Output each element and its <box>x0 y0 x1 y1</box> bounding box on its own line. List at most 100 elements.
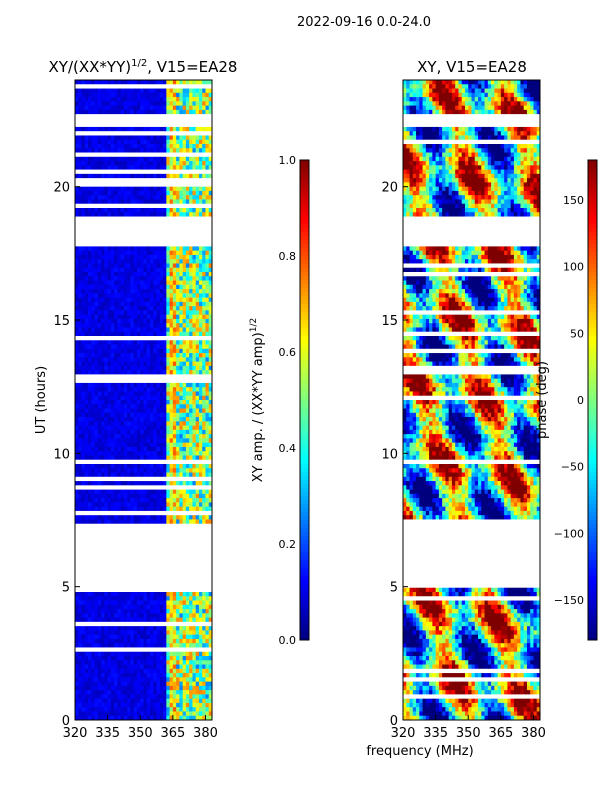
heatmap-cell <box>198 336 203 341</box>
heatmap-cell <box>84 280 89 286</box>
heatmap-cell <box>208 101 213 106</box>
heatmap-cell <box>169 165 174 170</box>
heatmap-cell <box>192 510 197 516</box>
heatmap-cell <box>153 306 157 311</box>
heatmap-cell <box>140 139 144 145</box>
heatmap-cell <box>94 536 99 542</box>
heatmap-cell <box>185 353 190 358</box>
heatmap-cell <box>185 254 190 260</box>
heatmap-cell <box>130 246 135 252</box>
heatmap-cell <box>136 442 141 448</box>
heatmap-cell <box>110 468 115 473</box>
heatmap-cell <box>182 306 187 311</box>
heatmap-cell <box>166 173 170 179</box>
heatmap-cell <box>163 161 167 166</box>
heatmap-cell <box>75 80 79 85</box>
heatmap-cell <box>91 515 95 520</box>
heatmap-cell <box>110 557 115 563</box>
heatmap-cell <box>192 387 197 392</box>
heatmap-cell <box>88 536 92 542</box>
heatmap-cell <box>198 84 203 89</box>
heatmap-cell <box>120 97 125 102</box>
heatmap-cell <box>198 186 203 192</box>
heatmap-cell <box>97 148 102 153</box>
heatmap-cell <box>133 562 138 567</box>
heatmap-cell <box>205 528 210 533</box>
heatmap-cell <box>101 327 105 333</box>
heatmap-cell <box>97 199 102 205</box>
heatmap-cell <box>146 229 151 234</box>
heatmap-cell <box>81 199 86 205</box>
heatmap-cell <box>110 186 115 192</box>
heatmap-cell <box>75 519 79 525</box>
heatmap-cell <box>91 310 95 316</box>
heatmap-cell <box>75 370 79 375</box>
heatmap-cell <box>143 476 148 482</box>
heatmap-cell <box>136 135 141 141</box>
heatmap-cell <box>123 502 128 508</box>
heatmap-cell <box>75 442 79 448</box>
heatmap-cell <box>114 528 118 533</box>
heatmap-cell <box>143 118 148 124</box>
heatmap-cell <box>88 574 92 580</box>
heatmap-cell <box>182 570 187 576</box>
heatmap-cell <box>172 233 177 239</box>
heatmap-cell <box>127 203 131 209</box>
heatmap-cell <box>117 122 122 128</box>
heatmap-cell <box>195 97 200 102</box>
heatmap-cell <box>78 370 82 375</box>
heatmap-cell <box>169 583 174 589</box>
heatmap-cell <box>133 412 138 418</box>
heatmap-cell <box>159 374 164 380</box>
heatmap-cell <box>163 246 167 252</box>
heatmap-cell <box>195 118 200 124</box>
heatmap-cell <box>97 361 102 367</box>
heatmap-cell <box>136 459 141 465</box>
heatmap-cell <box>88 139 92 145</box>
heatmap-cell <box>143 97 148 102</box>
heatmap-cell <box>143 220 148 226</box>
heatmap-cell <box>123 455 128 461</box>
heatmap-cell <box>110 387 115 392</box>
heatmap-cell <box>136 250 141 256</box>
heatmap-cell <box>143 84 148 89</box>
heatmap-cell <box>172 118 177 124</box>
heatmap-cell <box>179 498 184 503</box>
heatmap-cell <box>88 395 92 401</box>
heatmap-cell <box>110 408 115 414</box>
heatmap-cell <box>146 365 151 371</box>
heatmap-cell <box>156 378 161 384</box>
heatmap-cell <box>166 468 170 473</box>
heatmap-cell <box>104 387 109 392</box>
heatmap-cell <box>75 485 79 490</box>
heatmap-cell <box>156 489 161 495</box>
heatmap-cell <box>166 139 170 145</box>
heatmap-cell <box>88 493 92 499</box>
heatmap-cell <box>159 165 164 170</box>
heatmap-cell <box>198 353 203 358</box>
heatmap-cell <box>163 327 167 333</box>
heatmap-cell <box>107 353 112 358</box>
heatmap-cell <box>159 425 164 431</box>
heatmap-cell <box>136 173 141 179</box>
heatmap-cell <box>195 259 200 264</box>
heatmap-cell <box>192 570 197 576</box>
heatmap-cell <box>88 348 92 354</box>
heatmap-cell <box>107 557 112 563</box>
heatmap-cell <box>143 276 148 281</box>
heatmap-cell <box>169 195 174 200</box>
heatmap-cell <box>136 148 141 153</box>
heatmap-cell <box>208 233 213 239</box>
heatmap-cell <box>81 323 86 328</box>
heatmap-cell <box>94 88 99 94</box>
heatmap-cell <box>88 178 92 183</box>
heatmap-cell <box>202 225 206 230</box>
heatmap-cell <box>185 417 190 422</box>
heatmap-cell <box>189 476 193 482</box>
heatmap-cell <box>117 451 122 456</box>
heatmap-cell <box>153 237 157 243</box>
heatmap-cell <box>208 382 213 388</box>
heatmap-cell <box>179 289 184 294</box>
heatmap-cell <box>182 263 187 269</box>
heatmap-cell <box>136 370 141 375</box>
